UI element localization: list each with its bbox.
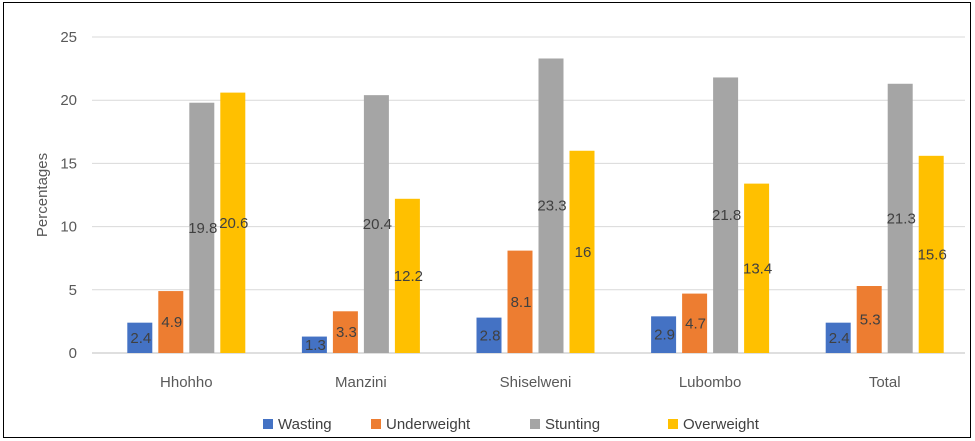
- bar-wasting-manzini: [301, 336, 327, 353]
- legend-label-overweight: Overweight: [683, 416, 760, 433]
- bar-stunting-lubombo: [713, 77, 739, 353]
- bar-wasting-hhohho: [127, 322, 153, 353]
- bar-stunting-hhohho: [189, 102, 215, 353]
- x-tick-label: Lubombo: [679, 374, 742, 391]
- data-label: 19.8: [188, 220, 217, 237]
- data-label: 2.8: [480, 327, 501, 344]
- data-label: 15.6: [918, 246, 947, 263]
- chart-frame: [3, 2, 971, 438]
- data-label: 13.4: [743, 260, 772, 277]
- y-axis-ticks: 0 5 10 15 20 25: [60, 29, 77, 362]
- data-label: 2.9: [654, 327, 675, 344]
- data-label: 21.3: [887, 210, 916, 227]
- y-tick-label: 10: [60, 219, 77, 236]
- bar-wasting-shiselweni: [476, 317, 502, 353]
- x-tick-label: Hhohho: [160, 374, 213, 391]
- bar-stunting-manzini: [363, 95, 389, 354]
- data-label: 20.4: [363, 216, 392, 233]
- bar-overweight-shiselweni: [569, 150, 595, 353]
- y-tick-label: 20: [60, 92, 77, 109]
- legend-label-underweight: Underweight: [386, 416, 471, 433]
- data-label: 23.3: [537, 198, 566, 215]
- data-label: 3.3: [336, 324, 357, 341]
- data-label: 2.4: [829, 330, 850, 347]
- y-tick-label: 5: [69, 282, 77, 299]
- bar-stunting-shiselweni: [538, 58, 564, 353]
- data-label: 1.3: [305, 337, 326, 354]
- bar-wasting-lubombo: [651, 316, 677, 353]
- legend-swatch-stunting: [530, 419, 540, 429]
- bar-overweight-hhohho: [220, 92, 246, 353]
- data-label: 21.8: [712, 207, 741, 224]
- bar-wasting-total: [825, 322, 851, 353]
- data-label: 12.2: [394, 268, 423, 285]
- legend-swatch-wasting: [263, 419, 273, 429]
- bar-underweight-hhohho: [158, 291, 184, 353]
- y-tick-label: 0: [69, 345, 77, 362]
- x-tick-label: Total: [869, 374, 901, 391]
- data-labels: 2.4 4.9 19.8 20.6 1.3 3.3 20.4 12.2 2.8 8.1 23.3 16…: [130, 198, 946, 354]
- legend: Wasting Underweight Stunting Overweight: [263, 416, 760, 433]
- x-tick-label: Shiselweni: [500, 374, 572, 391]
- data-label: 20.6: [219, 215, 248, 232]
- y-tick-label: 25: [60, 29, 77, 46]
- legend-swatch-overweight: [668, 419, 678, 429]
- data-label: 2.4: [130, 330, 151, 347]
- x-axis-ticks: Hhohho Manzini Shiselweni Lubombo Total: [160, 374, 901, 391]
- bar-stunting-total: [887, 83, 913, 353]
- bar-overweight-lubombo: [744, 183, 770, 353]
- data-label: 8.1: [511, 294, 532, 311]
- bar-overweight-manzini: [394, 198, 420, 353]
- data-label: 4.7: [685, 315, 706, 332]
- bars: [127, 58, 944, 354]
- legend-label-stunting: Stunting: [545, 416, 600, 433]
- data-label: 5.3: [860, 312, 881, 329]
- bar-underweight-total: [856, 286, 882, 353]
- bar-overweight-total: [918, 155, 944, 353]
- data-label: 16: [575, 244, 592, 261]
- y-axis-title: Percentages: [34, 153, 51, 237]
- y-tick-label: 15: [60, 155, 77, 172]
- bar-underweight-lubombo: [682, 293, 708, 353]
- bar-underweight-shiselweni: [507, 250, 533, 353]
- legend-label-wasting: Wasting: [278, 416, 332, 433]
- x-tick-label: Manzini: [335, 374, 387, 391]
- data-label: 4.9: [161, 314, 182, 331]
- legend-swatch-underweight: [371, 419, 381, 429]
- bar-underweight-manzini: [332, 311, 358, 353]
